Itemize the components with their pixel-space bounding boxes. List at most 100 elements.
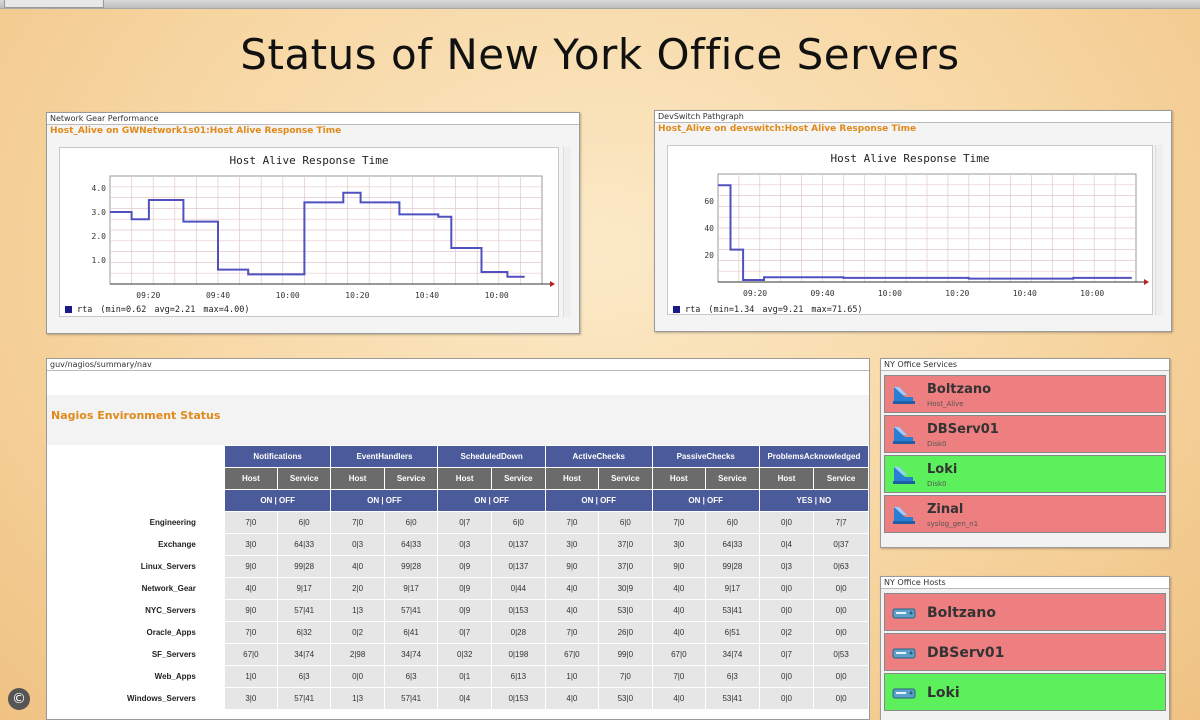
- status-cell[interactable]: 6|0: [597, 511, 653, 534]
- status-cell[interactable]: 6|13: [490, 665, 546, 688]
- status-cell[interactable]: 1|3: [330, 599, 385, 622]
- row-label[interactable]: NYC_Servers: [49, 599, 225, 622]
- status-cell[interactable]: 67|0: [651, 643, 706, 666]
- status-cell[interactable]: 0|0: [758, 577, 815, 600]
- status-cell[interactable]: 6|32: [276, 621, 332, 644]
- status-cell[interactable]: 0|2: [330, 621, 385, 644]
- status-cell[interactable]: 7|0: [544, 621, 599, 644]
- status-cell[interactable]: 0|0: [330, 665, 385, 688]
- status-cell[interactable]: 4|0: [544, 687, 599, 710]
- status-cell[interactable]: 26|0: [597, 621, 653, 644]
- status-cell[interactable]: 0|137: [490, 533, 546, 556]
- status-cell[interactable]: 67|0: [544, 643, 599, 666]
- status-cell[interactable]: 0|0: [758, 687, 815, 710]
- status-cell[interactable]: 0|137: [490, 555, 546, 578]
- status-cell[interactable]: 7|0: [597, 665, 653, 688]
- status-cell[interactable]: 64|33: [704, 533, 760, 556]
- status-cell[interactable]: 9|17: [383, 577, 439, 600]
- status-cell[interactable]: 0|53: [813, 643, 869, 666]
- status-cell[interactable]: 4|0: [651, 621, 706, 644]
- window-tab[interactable]: [4, 0, 104, 8]
- group-header[interactable]: ProblemsAcknowledged: [758, 445, 870, 468]
- status-cell[interactable]: 7|0: [651, 665, 706, 688]
- status-cell[interactable]: 6|3: [276, 665, 332, 688]
- status-cell[interactable]: 0|7: [758, 643, 815, 666]
- row-label[interactable]: Web_Apps: [49, 665, 225, 688]
- status-cell[interactable]: 9|17: [704, 577, 760, 600]
- status-cell[interactable]: 4|0: [651, 687, 706, 710]
- status-cell[interactable]: 1|0: [223, 665, 278, 688]
- service-item-dbserv01[interactable]: DBServ01 Disk0: [884, 415, 1166, 453]
- status-cell[interactable]: 0|3: [330, 533, 385, 556]
- status-cell[interactable]: 0|9: [437, 599, 492, 622]
- status-cell[interactable]: 0|9: [437, 577, 492, 600]
- status-cell[interactable]: 3|0: [544, 533, 599, 556]
- status-cell[interactable]: 9|17: [276, 577, 332, 600]
- status-cell[interactable]: 0|63: [813, 555, 869, 578]
- status-cell[interactable]: 99|28: [704, 555, 760, 578]
- service-item-loki[interactable]: Loki Disk0: [884, 455, 1166, 493]
- status-cell[interactable]: 3|0: [223, 687, 278, 710]
- status-cell[interactable]: 0|4: [758, 533, 815, 556]
- status-cell[interactable]: 57|41: [383, 687, 439, 710]
- status-cell[interactable]: 0|37: [813, 533, 869, 556]
- status-cell[interactable]: 34|74: [276, 643, 332, 666]
- host-item-boltzano[interactable]: Boltzano: [884, 593, 1166, 631]
- status-cell[interactable]: 0|0: [758, 665, 815, 688]
- status-cell[interactable]: 4|0: [651, 599, 706, 622]
- status-cell[interactable]: 9|0: [651, 555, 706, 578]
- status-cell[interactable]: 0|153: [490, 599, 546, 622]
- status-cell[interactable]: 7|0: [544, 511, 599, 534]
- row-label[interactable]: Network_Gear: [49, 577, 225, 600]
- status-cell[interactable]: 67|0: [223, 643, 278, 666]
- status-cell[interactable]: 0|153: [490, 687, 546, 710]
- status-cell[interactable]: 0|0: [758, 599, 815, 622]
- status-cell[interactable]: 4|0: [544, 577, 599, 600]
- status-cell[interactable]: 0|28: [490, 621, 546, 644]
- status-cell[interactable]: 1|3: [330, 687, 385, 710]
- status-cell[interactable]: 57|41: [276, 687, 332, 710]
- status-cell[interactable]: 4|0: [223, 577, 278, 600]
- row-label[interactable]: Windows_Servers: [49, 687, 225, 710]
- status-cell[interactable]: 53|41: [704, 599, 760, 622]
- status-cell[interactable]: 0|9: [437, 555, 492, 578]
- host-item-loki[interactable]: Loki: [884, 673, 1166, 711]
- row-label[interactable]: Linux_Servers: [49, 555, 225, 578]
- status-cell[interactable]: 6|41: [383, 621, 439, 644]
- group-header[interactable]: ActiveChecks: [544, 445, 653, 468]
- status-cell[interactable]: 2|98: [330, 643, 385, 666]
- row-label[interactable]: Oracle_Apps: [49, 621, 225, 644]
- status-cell[interactable]: 6|0: [704, 511, 760, 534]
- status-cell[interactable]: 4|0: [651, 577, 706, 600]
- status-cell[interactable]: 7|7: [813, 511, 869, 534]
- status-cell[interactable]: 6|0: [490, 511, 546, 534]
- row-label[interactable]: Engineering: [49, 511, 225, 534]
- status-cell[interactable]: 3|0: [651, 533, 706, 556]
- status-cell[interactable]: 3|0: [223, 533, 278, 556]
- status-cell[interactable]: 0|44: [490, 577, 546, 600]
- status-cell[interactable]: 0|32: [437, 643, 492, 666]
- status-cell[interactable]: 37|0: [597, 533, 653, 556]
- status-cell[interactable]: 7|0: [651, 511, 706, 534]
- status-cell[interactable]: 0|7: [437, 621, 492, 644]
- status-cell[interactable]: 57|41: [276, 599, 332, 622]
- status-cell[interactable]: 2|0: [330, 577, 385, 600]
- graph-subtitle[interactable]: Host_Alive on GWNetwork1s01:Host Alive R…: [50, 126, 342, 136]
- group-header[interactable]: EventHandlers: [330, 445, 439, 468]
- status-cell[interactable]: 1|0: [544, 665, 599, 688]
- status-cell[interactable]: 99|28: [276, 555, 332, 578]
- graph-subtitle[interactable]: Host_Alive on devswitch:Host Alive Respo…: [658, 124, 917, 134]
- status-cell[interactable]: 4|0: [330, 555, 385, 578]
- status-cell[interactable]: 0|0: [813, 599, 869, 622]
- status-cell[interactable]: 9|0: [223, 599, 278, 622]
- status-cell[interactable]: 0|2: [758, 621, 815, 644]
- status-cell[interactable]: 0|0: [813, 687, 869, 710]
- status-cell[interactable]: 64|33: [383, 533, 439, 556]
- status-cell[interactable]: 0|0: [813, 665, 869, 688]
- status-cell[interactable]: 64|33: [276, 533, 332, 556]
- status-cell[interactable]: 0|1: [437, 665, 492, 688]
- status-cell[interactable]: 0|0: [758, 511, 815, 534]
- status-cell[interactable]: 30|9: [597, 577, 653, 600]
- status-cell[interactable]: 0|3: [437, 533, 492, 556]
- status-cell[interactable]: 34|74: [383, 643, 439, 666]
